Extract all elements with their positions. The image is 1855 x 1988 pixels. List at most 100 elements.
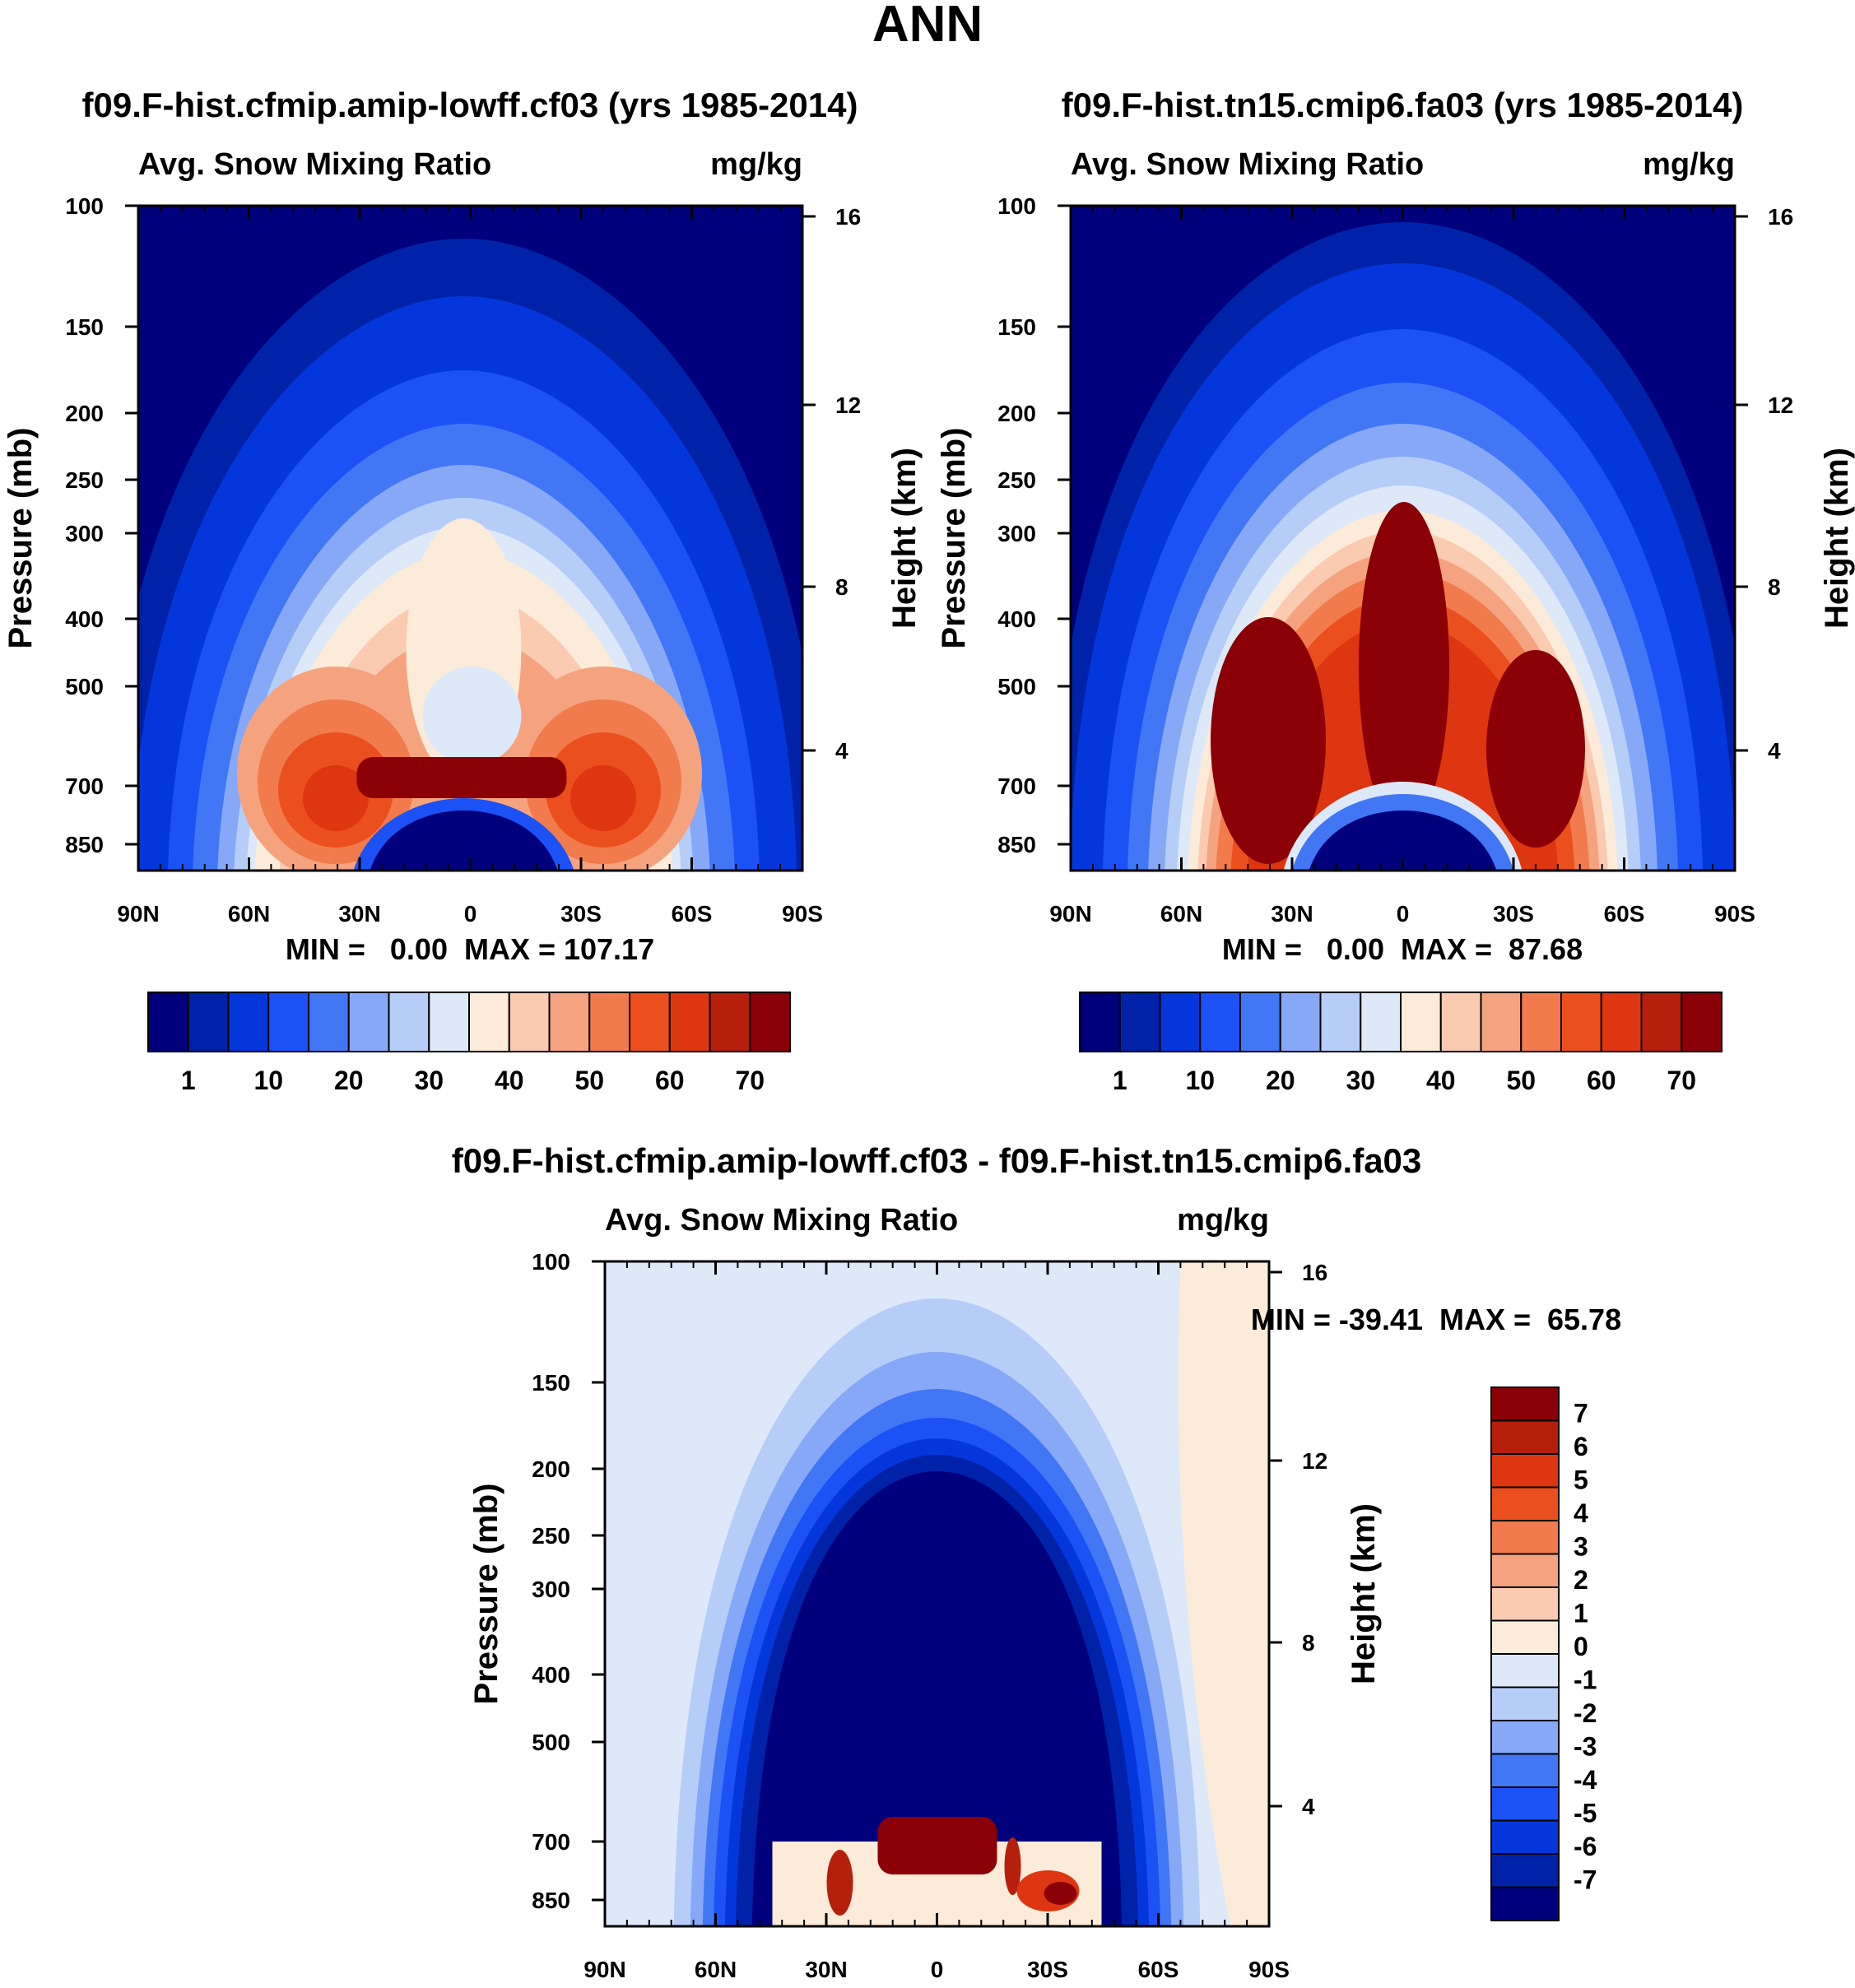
- panel-a-colorbar-label: 50: [574, 1066, 604, 1095]
- panel-c-colorbar-label: -4: [1574, 1765, 1597, 1795]
- panel-a-colorbar-box: [227, 992, 270, 1052]
- panel-c-colorbar-box: [1490, 1386, 1560, 1422]
- panel-a-y-tick-label: 400: [65, 606, 104, 632]
- panel-a-units-label: mg/kg: [710, 147, 802, 182]
- panel-b-y-tick-label: 150: [997, 314, 1036, 340]
- panel-c-contour-band: [1178, 1261, 1269, 1926]
- panel-a-variable-label: Avg. Snow Mixing Ratio: [138, 147, 491, 182]
- panel-b-colorbar-box: [1079, 992, 1121, 1052]
- panel-b-variable-label: Avg. Snow Mixing Ratio: [1071, 147, 1424, 182]
- panel-c-x-tick-label: 60N: [695, 1957, 737, 1982]
- panel-a-y-right-tick-label: 8: [835, 574, 848, 600]
- panel-c-x-tick-label: 0: [931, 1957, 944, 1982]
- panel-c-colorbar-label: 2: [1574, 1565, 1588, 1595]
- panel-a-colorbar: 1 10 20 30 40 50 60 70: [147, 992, 791, 1095]
- panel-c-contour-band: [1004, 1837, 1021, 1895]
- panel-a-colorbar-box: [428, 992, 470, 1052]
- panel-c-x-tick-label: 90N: [583, 1957, 625, 1982]
- panel-b-colorbar-box: [1400, 992, 1442, 1052]
- panel-a-y-axis-right-title: Height (km): [886, 448, 923, 629]
- panel-c-colorbar-label: -7: [1574, 1865, 1597, 1895]
- panel-a-y-tick-label: 500: [65, 674, 104, 699]
- panel-c-colorbar-box: [1490, 1819, 1560, 1855]
- panel-c-y-tick-label: 200: [532, 1456, 570, 1482]
- panel-c-contour-band: [751, 1471, 1123, 1926]
- panel-b-y-axis-right-title: Height (km): [1819, 448, 1855, 629]
- panel-c-x-tick-label: 90S: [1248, 1957, 1290, 1982]
- panel-c-colorbar-box: [1490, 1853, 1560, 1888]
- panel-a-colorbar-box: [508, 992, 551, 1052]
- panel-a-axes: 90N 60N 30N 0 30S 60S 90S 100 150 200 250 300 400 500…: [65, 193, 861, 927]
- panel-a-y-right-tick-label: 12: [835, 392, 861, 418]
- panel-c-y-right-tick-label: 4: [1302, 1794, 1315, 1819]
- panel-b-y-tick-label: 100: [997, 193, 1036, 219]
- panel-b-x-tick-label: 30S: [1493, 901, 1534, 927]
- panel-b-colorbar-label: 1: [1113, 1066, 1127, 1095]
- panel-a: f09.F-hist.cfmip.amip-lowff.cf03 (yrs 19…: [2, 86, 923, 1095]
- panel-c-colorbar-label: -5: [1574, 1799, 1597, 1828]
- panel-b-y-axis-title: Pressure (mb): [936, 428, 972, 649]
- panel-a-contour-band: [422, 667, 522, 765]
- panel-b-colorbar-box: [1279, 992, 1322, 1052]
- panel-a-x-tick-label: 60S: [672, 901, 713, 927]
- panel-c-colorbar-box: [1490, 1553, 1560, 1588]
- panel-c-y-tick-label: 150: [532, 1370, 570, 1396]
- panel-a-colorbar-box: [267, 992, 309, 1052]
- panel-b-y-tick-label: 300: [997, 521, 1036, 546]
- panel-c-colorbar-box: [1490, 1653, 1560, 1688]
- panel-b-colorbar-box: [1159, 992, 1202, 1052]
- panel-c-colorbar-label: -2: [1574, 1698, 1597, 1728]
- panel-a-y-axis-title: Pressure (mb): [2, 428, 39, 649]
- panel-c-y-tick-label: 700: [532, 1829, 570, 1855]
- panel-c-colorbar-box: [1490, 1619, 1560, 1655]
- panel-c-y-axis-title: Pressure (mb): [468, 1484, 504, 1705]
- panel-c-colorbar-label: 0: [1574, 1632, 1588, 1661]
- panel-b-x-tick-label: 90N: [1049, 901, 1091, 927]
- panel-a-colorbar-box: [629, 992, 671, 1052]
- panel-b-y-right-tick-label: 16: [1768, 204, 1793, 230]
- panel-a-colorbar-box: [468, 992, 510, 1052]
- panel-a-colorbar-box: [347, 992, 390, 1052]
- panel-a-y-tick-label: 250: [65, 467, 104, 493]
- panel-c-colorbar-label: 5: [1574, 1465, 1588, 1495]
- panel-a-y-tick-label: 150: [65, 314, 104, 340]
- panel-a-colorbar-box: [588, 992, 630, 1052]
- panel-b-colorbar: 1 10 20 30 40 50 60 70: [1079, 992, 1723, 1095]
- panel-b-colorbar-box: [1480, 992, 1523, 1052]
- panel-a-colorbar-box: [749, 992, 791, 1052]
- panel-a-colorbar-box: [388, 992, 430, 1052]
- panel-a-contour-band: [570, 765, 636, 831]
- panel-b-colorbar-box: [1360, 992, 1402, 1052]
- panel-b-colorbar-label: 50: [1506, 1066, 1536, 1095]
- panel-a-colorbar-box: [187, 992, 230, 1052]
- panel-a-colorbar-box: [709, 992, 751, 1052]
- panel-b-contour-band: [1309, 811, 1497, 871]
- panel-b-y-tick-label: 850: [997, 832, 1036, 857]
- panel-a-x-tick-label: 60N: [228, 901, 270, 927]
- panel-c-title: f09.F-hist.cfmip.amip-lowff.cf03 - f09.F…: [452, 1141, 1422, 1180]
- panel-a-y-tick-label: 100: [65, 193, 104, 219]
- panel-b-colorbar-box: [1560, 992, 1602, 1052]
- panel-c-y-tick-label: 400: [532, 1662, 570, 1688]
- panel-a-contour-band: [370, 811, 558, 871]
- panel-a-colorbar-label: 10: [253, 1066, 283, 1095]
- panel-a-colorbar-label: 30: [414, 1066, 444, 1095]
- panel-c-colorbar-box: [1490, 1686, 1560, 1721]
- panel-b-x-tick-label: 90S: [1714, 901, 1755, 927]
- panel-a-y-tick-label: 300: [65, 521, 104, 546]
- panel-b-colorbar-box: [1681, 992, 1723, 1052]
- panel-c-colorbar-box: [1490, 1453, 1560, 1489]
- panel-c-colorbar-box: [1490, 1720, 1560, 1755]
- panel-b-colorbar-box: [1118, 992, 1161, 1052]
- panel-b-x-tick-label: 0: [1397, 901, 1410, 927]
- panel-c-colorbar-label: -3: [1574, 1732, 1597, 1762]
- panel-c-contour-band: [1044, 1882, 1077, 1905]
- panel-c-colorbar-label: 4: [1574, 1498, 1588, 1528]
- panel-a-colorbar-label: 70: [735, 1066, 765, 1095]
- panel-b-colorbar-label: 30: [1346, 1066, 1375, 1095]
- panel-b-min-max: MIN = 0.00 MAX = 87.68: [1222, 932, 1583, 966]
- panel-b-colorbar-label: 20: [1266, 1066, 1295, 1095]
- panel-b-contour-band: [1211, 617, 1326, 864]
- panel-b-colorbar-box: [1239, 992, 1281, 1052]
